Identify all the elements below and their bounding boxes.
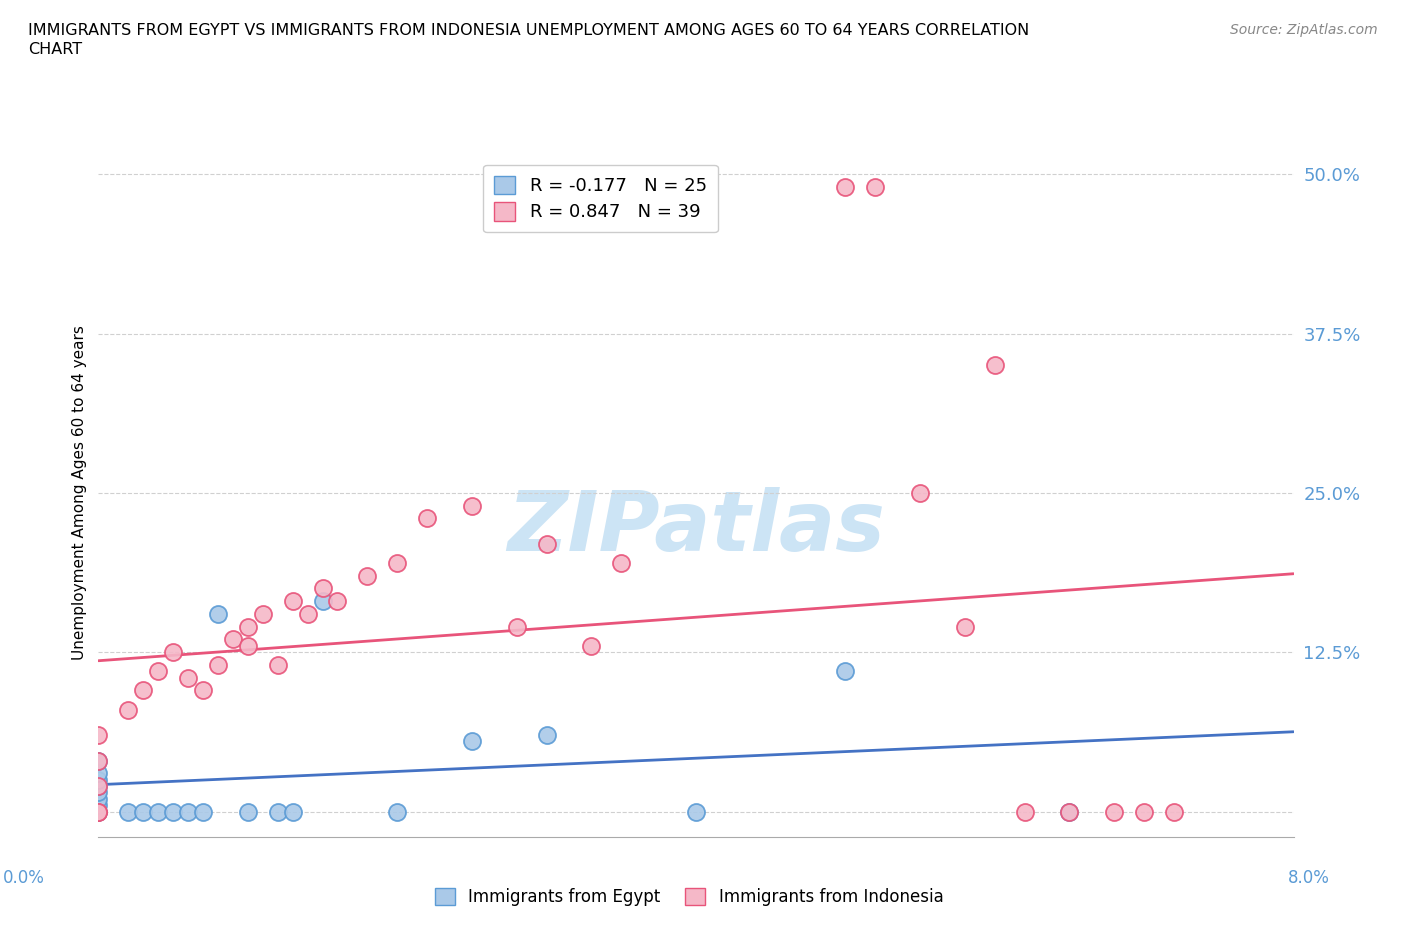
Text: 0.0%: 0.0% bbox=[3, 869, 45, 887]
Point bbox=[148, 804, 170, 819]
Point bbox=[267, 658, 290, 672]
Point bbox=[191, 804, 214, 819]
Point bbox=[87, 804, 110, 819]
Point bbox=[1163, 804, 1185, 819]
Point bbox=[87, 753, 110, 768]
Point bbox=[132, 683, 155, 698]
Point bbox=[177, 671, 200, 685]
Point bbox=[162, 804, 184, 819]
Point bbox=[834, 179, 856, 194]
Point bbox=[267, 804, 290, 819]
Point bbox=[311, 581, 333, 596]
Point bbox=[385, 804, 409, 819]
Point bbox=[87, 772, 110, 787]
Point bbox=[207, 658, 229, 672]
Text: CHART: CHART bbox=[28, 42, 82, 57]
Point bbox=[536, 537, 558, 551]
Text: 8.0%: 8.0% bbox=[1288, 869, 1330, 887]
Point bbox=[1133, 804, 1156, 819]
Point bbox=[148, 664, 170, 679]
Legend: R = -0.177   N = 25, R = 0.847   N = 39: R = -0.177 N = 25, R = 0.847 N = 39 bbox=[482, 165, 718, 232]
Point bbox=[1059, 804, 1081, 819]
Point bbox=[87, 785, 110, 800]
Point bbox=[222, 632, 245, 647]
Text: Source: ZipAtlas.com: Source: ZipAtlas.com bbox=[1230, 23, 1378, 37]
Point bbox=[236, 619, 259, 634]
Point bbox=[87, 753, 110, 768]
Point bbox=[281, 804, 304, 819]
Legend: Immigrants from Egypt, Immigrants from Indonesia: Immigrants from Egypt, Immigrants from I… bbox=[427, 881, 950, 912]
Point bbox=[87, 765, 110, 780]
Point bbox=[297, 606, 319, 621]
Point bbox=[863, 179, 886, 194]
Point bbox=[252, 606, 274, 621]
Point bbox=[87, 727, 110, 742]
Point bbox=[581, 638, 603, 653]
Point bbox=[311, 593, 333, 608]
Point bbox=[162, 644, 184, 659]
Point bbox=[236, 638, 259, 653]
Point bbox=[834, 664, 856, 679]
Point bbox=[953, 619, 976, 634]
Point bbox=[87, 778, 110, 793]
Point bbox=[356, 568, 378, 583]
Point bbox=[207, 606, 229, 621]
Text: ZIPatlas: ZIPatlas bbox=[508, 486, 884, 568]
Y-axis label: Unemployment Among Ages 60 to 64 years: Unemployment Among Ages 60 to 64 years bbox=[72, 326, 87, 660]
Point bbox=[685, 804, 707, 819]
Point bbox=[1014, 804, 1036, 819]
Point bbox=[1059, 804, 1081, 819]
Point bbox=[416, 511, 439, 525]
Point bbox=[281, 593, 304, 608]
Point bbox=[132, 804, 155, 819]
Point bbox=[1102, 804, 1125, 819]
Text: IMMIGRANTS FROM EGYPT VS IMMIGRANTS FROM INDONESIA UNEMPLOYMENT AMONG AGES 60 TO: IMMIGRANTS FROM EGYPT VS IMMIGRANTS FROM… bbox=[28, 23, 1029, 38]
Point bbox=[908, 485, 931, 500]
Point bbox=[536, 727, 558, 742]
Point bbox=[191, 683, 214, 698]
Point bbox=[506, 619, 529, 634]
Point bbox=[461, 734, 484, 749]
Point bbox=[385, 555, 409, 570]
Point bbox=[87, 791, 110, 806]
Point bbox=[117, 804, 139, 819]
Point bbox=[610, 555, 633, 570]
Point bbox=[87, 804, 110, 819]
Point bbox=[87, 798, 110, 813]
Point bbox=[983, 358, 1005, 373]
Point bbox=[236, 804, 259, 819]
Point bbox=[87, 804, 110, 819]
Point bbox=[87, 778, 110, 793]
Point bbox=[117, 702, 139, 717]
Point bbox=[326, 593, 349, 608]
Point bbox=[461, 498, 484, 513]
Point bbox=[177, 804, 200, 819]
